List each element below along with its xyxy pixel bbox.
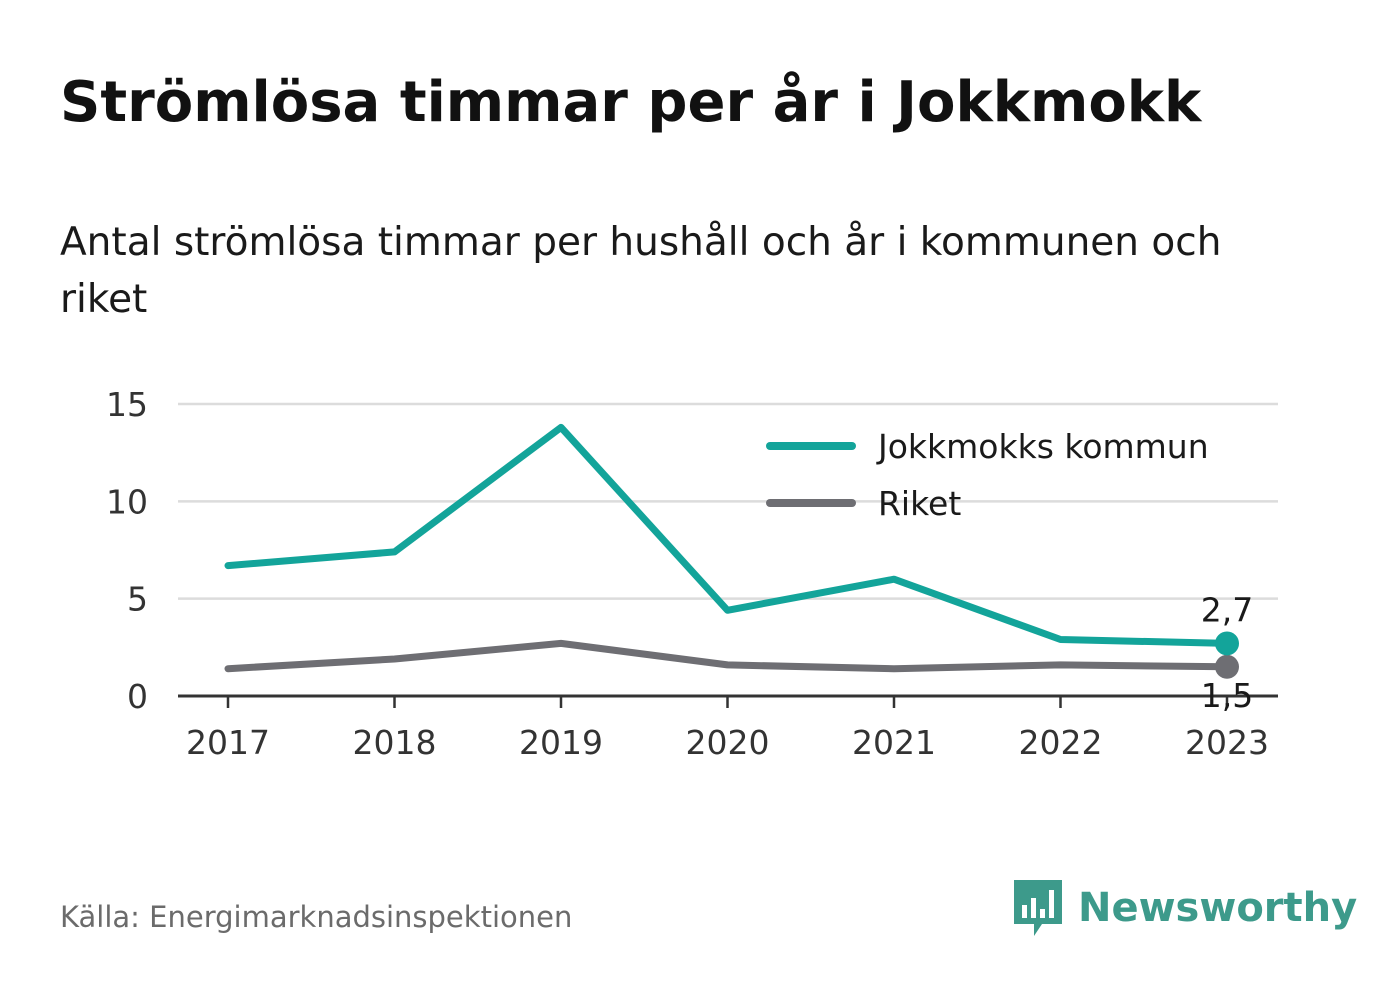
end-point xyxy=(1215,654,1239,679)
series-line xyxy=(224,639,1231,673)
legend-label: Jokkmokks kommun xyxy=(876,427,1209,466)
series-lines xyxy=(224,423,1231,673)
x-tick-label: 2023 xyxy=(1185,723,1269,762)
x-tick-label: 2020 xyxy=(686,723,770,762)
brand-name: Newsworthy xyxy=(1078,885,1358,931)
x-tick-label: 2018 xyxy=(353,723,437,762)
legend: Jokkmokks kommun Riket xyxy=(766,427,1209,523)
source-note: Källa: Energimarknadsinspektionen xyxy=(60,900,573,934)
end-label: 1,5 xyxy=(1201,676,1253,715)
chart-title: Strömlösa timmar per år i Jokkmokk xyxy=(60,70,1202,135)
x-tick-label: 2019 xyxy=(519,723,603,762)
newsworthy-logo-icon xyxy=(1014,880,1062,936)
x-tick-label: 2021 xyxy=(852,723,936,762)
series-line xyxy=(224,423,1231,647)
y-tick-label: 10 xyxy=(106,482,148,521)
y-axis-ticks: 0 5 10 15 xyxy=(106,385,148,716)
end-label: 2,7 xyxy=(1201,590,1253,629)
x-axis: 2017 2018 2019 2020 2021 2022 2023 xyxy=(178,694,1278,762)
brand-logo: Newsworthy xyxy=(1012,878,1357,938)
x-tick-label: 2022 xyxy=(1019,723,1103,762)
chart-subtitle: Antal strömlösa timmar per hushåll och å… xyxy=(60,220,1222,322)
legend-label: Riket xyxy=(878,484,961,523)
x-tick-label: 2017 xyxy=(186,723,270,762)
end-labels: 2,7 1,5 xyxy=(1201,590,1253,714)
y-tick-label: 0 xyxy=(127,677,148,716)
grid-lines xyxy=(178,402,1278,600)
end-point xyxy=(1215,631,1239,656)
y-tick-label: 5 xyxy=(127,580,148,619)
end-points xyxy=(1215,631,1239,679)
y-tick-label: 15 xyxy=(106,385,148,424)
